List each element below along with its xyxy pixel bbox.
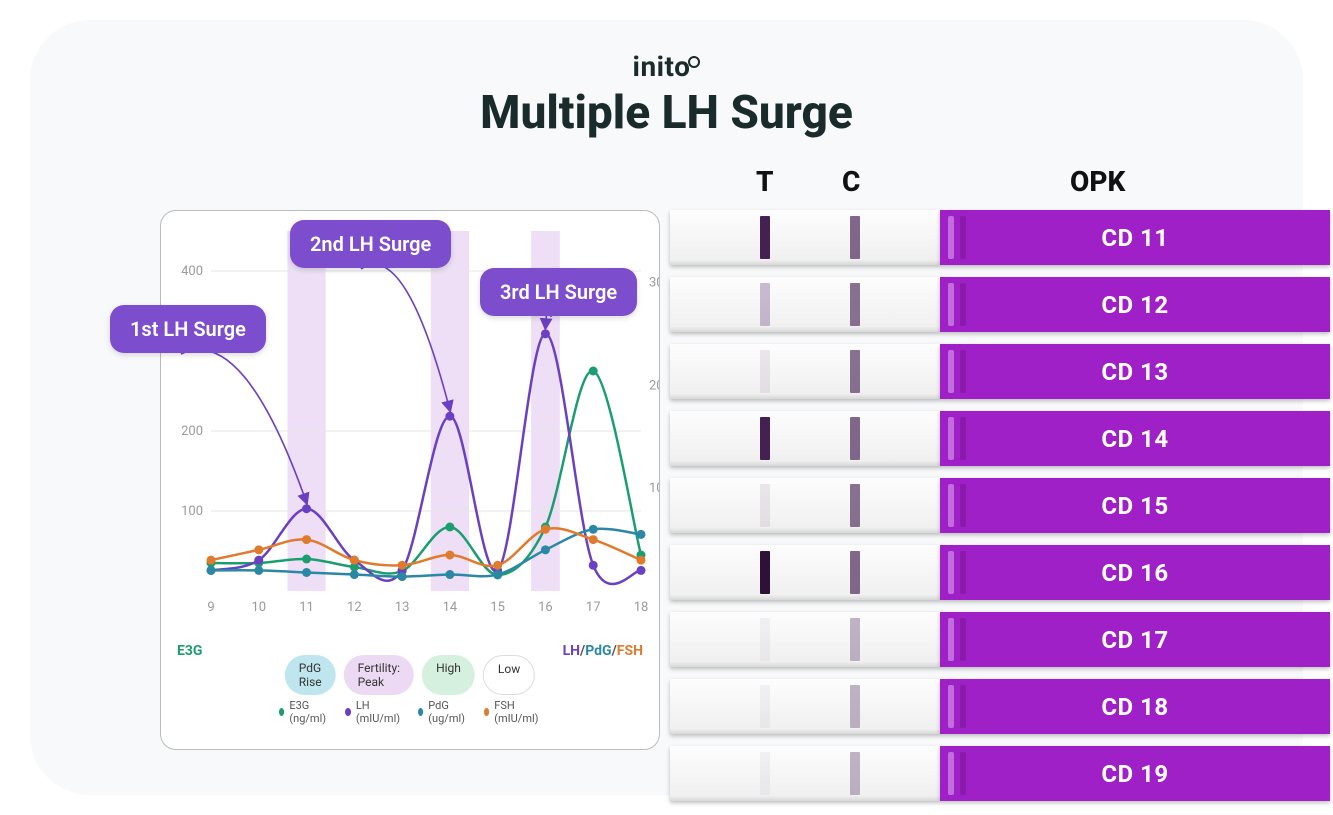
opk-label: CD 18 xyxy=(1101,693,1168,721)
opk-strip: CD 16 xyxy=(670,545,1330,600)
legend-series-item: LH (mIU/ml) xyxy=(345,699,402,725)
c-line xyxy=(850,685,860,728)
t-line xyxy=(760,618,770,661)
c-line xyxy=(850,216,860,259)
svg-text:12: 12 xyxy=(347,600,362,615)
t-line xyxy=(760,216,770,259)
svg-text:10: 10 xyxy=(251,600,266,615)
legend-series-item: PdG (ug/ml) xyxy=(418,699,468,725)
legend-pill: PdG Rise xyxy=(285,655,336,695)
opk-label: CD 13 xyxy=(1101,358,1168,386)
opk-handle: CD 13 xyxy=(940,344,1330,399)
svg-text:11: 11 xyxy=(299,600,314,615)
t-line xyxy=(760,484,770,527)
legend-pill: Low xyxy=(483,655,535,695)
opk-pad xyxy=(670,545,940,600)
t-line xyxy=(760,283,770,326)
c-line xyxy=(850,283,860,326)
t-line xyxy=(760,417,770,460)
t-line xyxy=(760,752,770,795)
page-title: Multiple LH Surge xyxy=(480,86,853,140)
logo: inito xyxy=(633,50,701,83)
card: inito Multiple LH Surge T C OPK 100 200 40… xyxy=(30,20,1303,795)
legend-series-item: FSH (mIU/ml) xyxy=(484,699,541,725)
opk-pad xyxy=(670,277,940,332)
opk-strip: CD 15 xyxy=(670,478,1330,533)
opk-pad xyxy=(670,612,940,667)
opk-strip: CD 19 xyxy=(670,746,1330,801)
svg-text:14: 14 xyxy=(443,600,458,615)
opk-pad xyxy=(670,746,940,801)
t-line xyxy=(760,551,770,594)
c-line xyxy=(850,618,860,661)
legend-pill: Fertility: Peak xyxy=(344,655,414,695)
c-line xyxy=(850,350,860,393)
opk-header-t: T xyxy=(756,165,774,198)
opk-header-opk: OPK xyxy=(1070,165,1125,198)
opk-strip: CD 11 xyxy=(670,210,1330,265)
opk-pad xyxy=(670,210,940,265)
opk-handle: CD 16 xyxy=(940,545,1330,600)
svg-text:9: 9 xyxy=(207,600,214,615)
opk-handle: CD 14 xyxy=(940,411,1330,466)
surge-badge: 1st LH Surge xyxy=(110,305,266,353)
opk-handle: CD 19 xyxy=(940,746,1330,801)
opk-handle: CD 15 xyxy=(940,478,1330,533)
svg-text:100: 100 xyxy=(181,504,203,519)
opk-label: CD 17 xyxy=(1101,626,1168,654)
svg-text:13: 13 xyxy=(395,600,410,615)
opk-handle: CD 18 xyxy=(940,679,1330,734)
opk-label: CD 19 xyxy=(1101,760,1168,788)
surge-badge: 3rd LH Surge xyxy=(480,268,637,316)
axis-left-label: E3G xyxy=(177,643,202,659)
opk-pad xyxy=(670,411,940,466)
c-line xyxy=(850,752,860,795)
svg-text:30: 30 xyxy=(649,275,660,290)
t-line xyxy=(760,685,770,728)
legend-series-item: E3G (ng/ml) xyxy=(279,699,329,725)
opk-label: CD 11 xyxy=(1101,224,1168,252)
opk-strip: CD 12 xyxy=(670,277,1330,332)
svg-text:17: 17 xyxy=(586,600,601,615)
t-line xyxy=(760,350,770,393)
svg-text:200: 200 xyxy=(181,424,203,439)
opk-strip: CD 14 xyxy=(670,411,1330,466)
svg-text:15: 15 xyxy=(490,600,505,615)
surge-badge: 2nd LH Surge xyxy=(290,220,451,268)
opk-handle: CD 12 xyxy=(940,277,1330,332)
opk-pad xyxy=(670,344,940,399)
opk-handle: CD 11 xyxy=(940,210,1330,265)
opk-handle: CD 17 xyxy=(940,612,1330,667)
opk-label: CD 14 xyxy=(1101,425,1168,453)
opk-pad xyxy=(670,478,940,533)
svg-text:18: 18 xyxy=(634,600,649,615)
opk-label: CD 12 xyxy=(1101,291,1168,319)
opk-strip: CD 18 xyxy=(670,679,1330,734)
opk-header-c: C xyxy=(842,165,860,198)
svg-text:20: 20 xyxy=(649,378,660,393)
svg-text:16: 16 xyxy=(538,600,553,615)
c-line xyxy=(850,551,860,594)
opk-label: CD 16 xyxy=(1101,559,1168,587)
svg-text:400: 400 xyxy=(181,264,203,279)
legend-pills: PdG RiseFertility: PeakHighLow xyxy=(285,655,535,695)
axis-right-label: LH/PdG/FSH xyxy=(563,643,643,659)
opk-label: CD 15 xyxy=(1101,492,1168,520)
legend-series: E3G (ng/ml) LH (mIU/ml) PdG (ug/ml) FSH (mI… xyxy=(279,699,541,725)
c-line xyxy=(850,417,860,460)
opk-pad xyxy=(670,679,940,734)
opk-strip: CD 13 xyxy=(670,344,1330,399)
opk-strip: CD 17 xyxy=(670,612,1330,667)
legend-pill: High xyxy=(422,655,475,695)
svg-text:10: 10 xyxy=(649,481,660,496)
c-line xyxy=(850,484,860,527)
